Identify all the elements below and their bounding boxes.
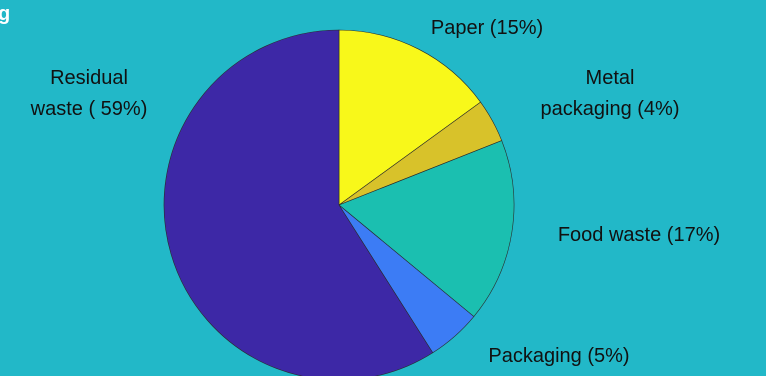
pie-slice-2 bbox=[338, 140, 515, 317]
pie-slice-4 bbox=[163, 29, 434, 376]
pie-labels: Paper (15%) Metal packaging (4%) Food waste… bbox=[30, 17, 721, 367]
slice-label-4-line-1: waste ( 59%) bbox=[30, 98, 148, 120]
pie-slices bbox=[163, 29, 515, 376]
slice-label-2: Food waste (17%) bbox=[558, 224, 720, 246]
slice-label-4: Residual waste ( 59%) bbox=[30, 67, 148, 120]
slice-label-3-line-0: Packaging (5%) bbox=[488, 345, 629, 367]
pie-slice-0 bbox=[338, 29, 481, 206]
slice-label-1-line-0: Metal bbox=[586, 67, 635, 89]
slice-label-2-line-0: Food waste (17%) bbox=[558, 224, 720, 246]
slice-label-1-line-1: packaging (4%) bbox=[541, 98, 680, 120]
slice-label-0-line-0: Paper (15%) bbox=[431, 17, 543, 39]
corner-text-fragment: g bbox=[0, 3, 10, 25]
slice-label-3: Packaging (5%) bbox=[488, 345, 629, 367]
slice-label-0: Paper (15%) bbox=[431, 17, 543, 39]
slice-label-4-line-0: Residual bbox=[50, 67, 128, 89]
slice-label-1: Metal packaging (4%) bbox=[541, 67, 680, 120]
